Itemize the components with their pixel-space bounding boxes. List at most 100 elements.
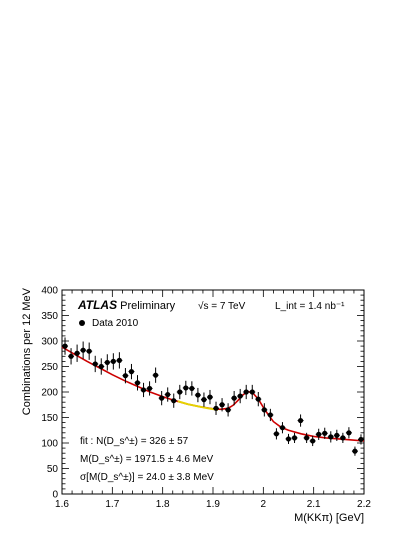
x-tick-label: 1.8 [156, 499, 170, 510]
data-point [285, 433, 292, 445]
data-marker [134, 380, 141, 386]
luminosity-label: L_int = 1.4 nb⁻¹ [275, 301, 345, 312]
data-marker [195, 392, 201, 398]
data-point [303, 432, 310, 443]
y-tick-label: 50 [47, 464, 59, 475]
data-point [255, 392, 262, 407]
data-point [146, 381, 153, 396]
data-point [74, 344, 81, 362]
y-axis-title: Combinations per 12 MeV [21, 287, 33, 415]
data-marker [207, 394, 213, 400]
y-tick-label: 0 [52, 490, 58, 501]
data-marker [128, 369, 135, 375]
data-marker [340, 435, 346, 441]
data-marker [322, 430, 328, 436]
data-point [92, 355, 99, 373]
data-point [206, 389, 213, 405]
data-point [116, 352, 123, 369]
x-tick-label: 2.2 [357, 499, 371, 510]
data-point [62, 337, 69, 355]
data-point [243, 384, 250, 400]
data-marker [285, 436, 292, 442]
data-marker [177, 389, 183, 395]
atlas-label: ATLAS Preliminary [77, 298, 176, 312]
data-marker [189, 385, 195, 392]
data-point [110, 353, 117, 370]
data-marker [225, 407, 231, 413]
data-marker [86, 348, 92, 354]
x-tick-label: 2 [261, 499, 267, 510]
fit-mass-label: M(D_s^±) = 1971.5 ± 4.6 MeV [80, 454, 214, 465]
x-tick-label: 1.9 [206, 499, 220, 510]
fit-curve [61, 346, 365, 442]
y-tick-label: 200 [41, 388, 58, 399]
data-marker [110, 358, 116, 364]
data-point [357, 434, 364, 445]
data-marker [267, 412, 273, 418]
data-marker [219, 402, 225, 408]
data-point [140, 382, 147, 398]
data-marker [304, 435, 310, 441]
data-marker [92, 361, 98, 367]
data-marker [279, 425, 286, 431]
data-marker [104, 359, 110, 366]
data-point [182, 380, 189, 396]
data-marker [310, 438, 316, 444]
data-point [291, 432, 298, 443]
x-tick-label: 2.1 [307, 499, 321, 510]
data-point [339, 432, 346, 443]
data-point [345, 427, 352, 439]
data-marker [352, 448, 358, 454]
data-point [152, 367, 159, 383]
data-marker [237, 393, 243, 399]
data-point [219, 398, 226, 412]
data-point [333, 429, 340, 441]
data-marker [297, 417, 304, 424]
data-marker [334, 432, 340, 438]
data-marker [116, 357, 122, 363]
data-marker [249, 389, 255, 395]
data-marker [328, 434, 334, 440]
data-point [309, 435, 316, 447]
y-tick-label: 400 [41, 286, 58, 297]
x-tick-label: 1.7 [105, 499, 119, 510]
data-point [327, 431, 334, 443]
data-marker [183, 385, 189, 391]
data-point [321, 427, 328, 439]
data-marker [171, 398, 177, 404]
data-point [164, 387, 171, 402]
data-marker [153, 372, 159, 378]
data-marker [255, 396, 261, 402]
data-marker [62, 343, 68, 349]
y-tick-label: 300 [41, 337, 58, 348]
legend-marker-data [79, 320, 85, 326]
chart-axes: 1.6 1.7 1.8 1.9 2 2.1 2.2 0 50 100 150 200 250 300 350… [41, 286, 371, 511]
data-point [297, 414, 304, 427]
x-axis-title: M(KKπ) [GeV] [294, 512, 364, 524]
data-marker [68, 353, 74, 359]
fit-curves [61, 346, 365, 442]
data-point [122, 368, 129, 384]
data-points [62, 337, 364, 456]
data-marker [273, 431, 280, 437]
fit-yield-label: fit : N(D_s^±) = 326 ± 57 [80, 436, 189, 447]
data-marker [243, 389, 249, 395]
data-point [273, 428, 280, 440]
data-marker [159, 395, 165, 401]
data-marker [213, 405, 219, 411]
data-marker [358, 436, 364, 443]
data-point [351, 446, 358, 456]
data-point [80, 341, 87, 359]
data-point [158, 390, 165, 406]
data-marker [201, 397, 207, 403]
data-point [170, 393, 177, 408]
y-tick-label: 250 [41, 362, 58, 373]
data-marker [316, 431, 322, 437]
data-marker [80, 347, 86, 353]
data-point [315, 428, 322, 440]
data-marker [261, 407, 267, 413]
data-point [231, 390, 238, 406]
data-point [225, 403, 232, 417]
data-marker [231, 395, 237, 401]
